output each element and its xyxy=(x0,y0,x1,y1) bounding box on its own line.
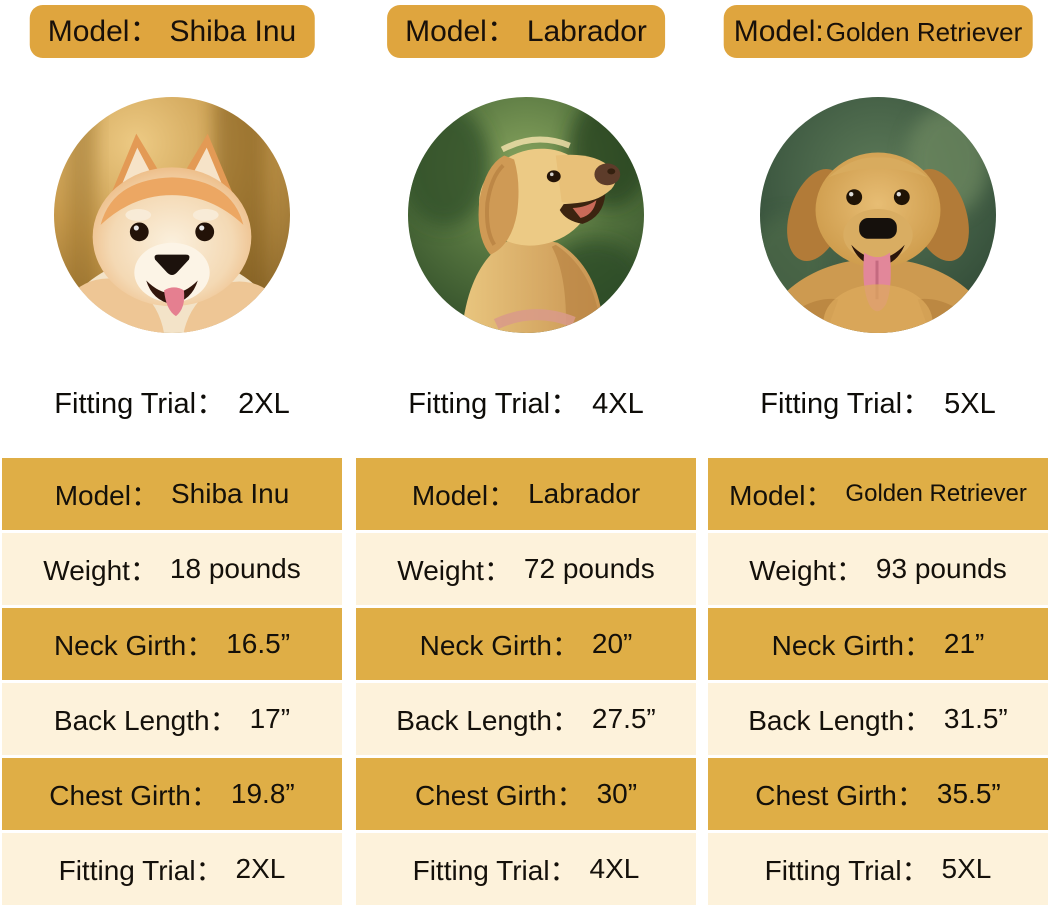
column-labrador: Model： Labrador xyxy=(356,0,696,906)
row-label: Back Length： xyxy=(396,705,580,736)
table-row-back-length: Back Length： 27.5” xyxy=(356,683,696,755)
row-label: Back Length： xyxy=(748,705,932,736)
row-value: 19.8” xyxy=(230,778,295,809)
row-label: Neck Girth： xyxy=(771,630,932,661)
fitting-trial-value: 5XL xyxy=(944,388,996,420)
row-value: 31.5” xyxy=(943,703,1008,734)
model-banner-value: Golden Retriever xyxy=(825,17,1023,47)
table-row-model: Model： Golden Retriever xyxy=(708,458,1048,530)
row-label: Chest Girth： xyxy=(49,780,219,811)
row-label: Back Length： xyxy=(53,705,238,736)
row-value: 72 pounds xyxy=(523,553,655,584)
row-label: Chest Girth： xyxy=(414,780,585,811)
column-golden-retriever: Model:Golden Retriever xyxy=(708,0,1048,906)
row-value: 30” xyxy=(596,778,638,809)
row-value: 93 pounds xyxy=(875,553,1007,584)
table-row-neck-girth: Neck Girth： 16.5” xyxy=(2,608,342,680)
model-banner-label: Model： xyxy=(47,15,160,48)
row-value: 4XL xyxy=(589,853,640,884)
fitting-trial-caption: Fitting Trial： 5XL xyxy=(708,380,1048,422)
row-label: Weight： xyxy=(397,555,512,586)
row-value: 20” xyxy=(591,628,633,659)
row-label: Model： xyxy=(54,480,159,511)
fitting-trial-label: Fitting Trial： xyxy=(54,388,226,420)
model-banner-label: Model: xyxy=(733,15,824,48)
table-row-model: Model： Shiba Inu xyxy=(2,458,342,530)
row-label: Chest Girth： xyxy=(755,780,925,811)
table-row-neck-girth: Neck Girth： 20” xyxy=(356,608,696,680)
row-label: Fitting Trial： xyxy=(764,855,930,886)
table-row-fitting-trial: Fitting Trial： 4XL xyxy=(356,833,696,905)
spec-table: Model： Shiba Inu Weight： 18 pounds Neck Gi… xyxy=(2,458,342,905)
row-value: 2XL xyxy=(235,853,286,884)
row-label: Neck Girth： xyxy=(419,630,580,661)
model-banner-value: Labrador xyxy=(526,15,647,48)
spec-table: Model： Labrador Weight： 72 pounds Neck Gir… xyxy=(356,458,696,905)
row-value: 5XL xyxy=(941,853,992,884)
table-row-back-length: Back Length： 17” xyxy=(2,683,342,755)
table-row-chest-girth: Chest Girth： 35.5” xyxy=(708,758,1048,830)
table-row-weight: Weight： 18 pounds xyxy=(2,533,342,605)
table-row-fitting-trial: Fitting Trial： 5XL xyxy=(708,833,1048,905)
row-value: 27.5” xyxy=(591,703,656,734)
model-banner-label: Model： xyxy=(405,15,517,48)
row-label: Fitting Trial： xyxy=(412,855,578,886)
row-label: Weight： xyxy=(43,555,158,586)
row-value: Labrador xyxy=(528,478,641,509)
labrador-photo xyxy=(407,96,645,334)
table-row-model: Model： Labrador xyxy=(356,458,696,530)
row-value: 18 pounds xyxy=(169,553,301,584)
row-value: Shiba Inu xyxy=(170,478,290,509)
fitting-trial-value: 4XL xyxy=(592,388,644,420)
row-label: Model： xyxy=(411,480,517,511)
row-value: 35.5” xyxy=(936,778,1001,809)
fitting-trial-caption: Fitting Trial： 4XL xyxy=(356,380,696,422)
golden-retriever-photo xyxy=(759,96,997,334)
row-label: Model： xyxy=(729,480,834,511)
column-shiba-inu: Model： Shiba Inu xyxy=(2,0,342,906)
spec-table: Model： Golden Retriever Weight： 93 pounds … xyxy=(708,458,1048,905)
table-row-chest-girth: Chest Girth： 19.8” xyxy=(2,758,342,830)
table-row-neck-girth: Neck Girth： 21” xyxy=(708,608,1048,680)
fitting-trial-label: Fitting Trial： xyxy=(408,388,580,420)
row-value: 16.5” xyxy=(226,628,291,659)
row-value: 17” xyxy=(249,703,291,734)
fitting-trial-label: Fitting Trial： xyxy=(760,388,932,420)
table-row-fitting-trial: Fitting Trial： 2XL xyxy=(2,833,342,905)
table-row-chest-girth: Chest Girth： 30” xyxy=(356,758,696,830)
model-banner: Model： Labrador xyxy=(387,5,665,58)
fitting-trial-value: 2XL xyxy=(238,388,290,420)
table-row-weight: Weight： 72 pounds xyxy=(356,533,696,605)
table-row-weight: Weight： 93 pounds xyxy=(708,533,1048,605)
row-label: Neck Girth： xyxy=(53,630,215,661)
fitting-trial-caption: Fitting Trial： 2XL xyxy=(2,380,342,422)
row-label: Weight： xyxy=(749,555,864,586)
model-banner-value: Shiba Inu xyxy=(169,15,297,48)
model-banner: Model:Golden Retriever xyxy=(723,5,1033,58)
row-label: Fitting Trial： xyxy=(58,855,224,886)
row-value: Golden Retriever xyxy=(845,480,1027,507)
model-banner: Model： Shiba Inu xyxy=(29,5,315,58)
table-row-back-length: Back Length： 31.5” xyxy=(708,683,1048,755)
shiba-inu-photo xyxy=(53,96,291,334)
row-value: 21” xyxy=(943,628,985,659)
